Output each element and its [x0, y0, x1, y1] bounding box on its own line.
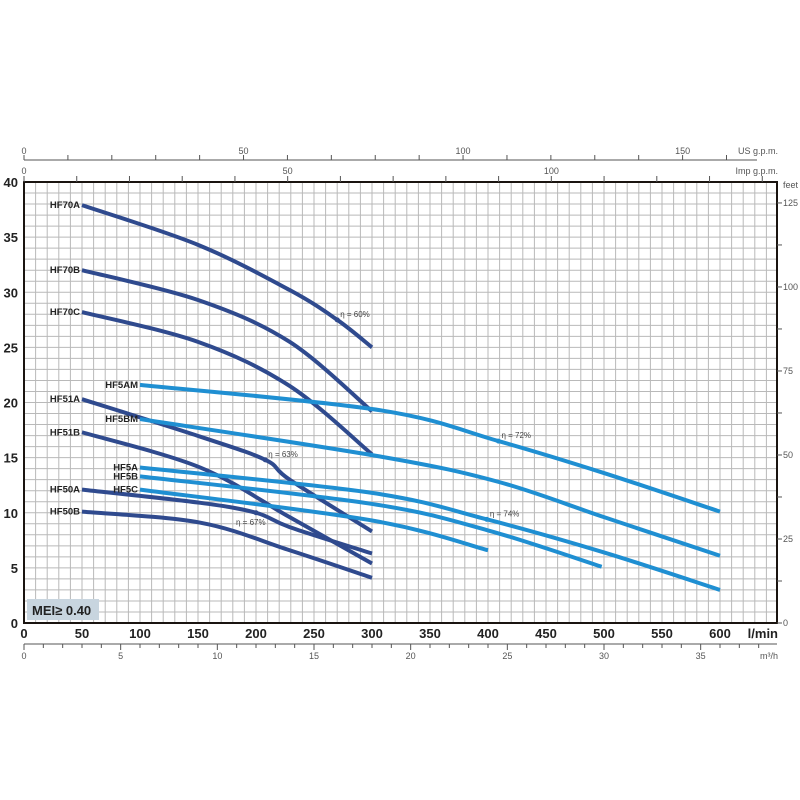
y-tick-label: 0 [11, 616, 18, 631]
annotations: η = 60% η = 63% η = 67% η = 72% η = 74% [236, 310, 531, 527]
curve-label-hf70b: HF70B [50, 265, 80, 276]
m3h-tick-label: 25 [502, 651, 512, 661]
imp-gpm-tick-label: 0 [21, 166, 26, 176]
mei-badge-text: MEI≥ 0.40 [32, 603, 91, 618]
m3h-tick-label: 5 [118, 651, 123, 661]
x-tick-label: 400 [477, 626, 499, 641]
feet-tick-label: 50 [783, 450, 793, 460]
curve-label-hf5bm: HF5BM [105, 414, 138, 425]
grid [24, 182, 777, 623]
feet-tick-label: 125 [783, 198, 798, 208]
curve-label-hf51a: HF51A [50, 394, 80, 405]
us-gpm-axis-label: US g.p.m. [738, 146, 778, 156]
us-gpm-tick-label: 50 [239, 146, 249, 156]
efficiency-point [253, 510, 259, 516]
m3h-tick-label: 30 [599, 651, 609, 661]
efficiency-point [262, 457, 268, 463]
efficiency-point [334, 317, 340, 323]
x-tick-label: 250 [303, 626, 325, 641]
imp-gpm-tick-label: 50 [283, 166, 293, 176]
m3h-tick-label: 20 [406, 651, 416, 661]
m3h-axis-label: m³/h [760, 651, 778, 661]
y-tick-label: 5 [11, 561, 18, 576]
m3h-tick-label: 15 [309, 651, 319, 661]
m3h-tick-label: 35 [696, 651, 706, 661]
x-tick-label: 550 [651, 626, 673, 641]
x-tick-label: 150 [187, 626, 209, 641]
curve-label-hf70a: HF70A [50, 200, 80, 211]
feet-tick-label: 0 [783, 618, 788, 628]
curve-hf5c [139, 487, 489, 553]
x-tick-label: 350 [419, 626, 441, 641]
efficiency-label: η = 63% [268, 450, 298, 459]
x-tick-label: 500 [593, 626, 615, 641]
feet-tick-label: 100 [783, 282, 798, 292]
x-tick-label: 300 [361, 626, 383, 641]
curve-hf5bm [139, 417, 721, 558]
curve-hf5b [139, 474, 603, 569]
us-gpm-tick-label: 0 [21, 146, 26, 156]
curve-hf70b [81, 268, 374, 413]
m3h-tick-label: 10 [212, 651, 222, 661]
x-tick-label: 50 [75, 626, 89, 641]
y-tick-label: 35 [4, 230, 18, 245]
curves: HF70A HF70B HF70C HF51A HF51B HF50A HF50B HF5AM… [50, 200, 721, 592]
curve-label-hf51b: HF51B [50, 427, 80, 438]
us-gpm-tick-label: 100 [456, 146, 471, 156]
x-tick-label: 200 [245, 626, 267, 641]
curve-label-hf5b: HF5B [113, 471, 138, 482]
imp-gpm-axis-label: Imp g.p.m. [735, 166, 778, 176]
x-tick-label: 100 [129, 626, 151, 641]
curve-label-hf5a: HF5A [113, 463, 138, 474]
efficiency-label: η = 74% [490, 509, 520, 518]
y-tick-label: 10 [4, 506, 18, 521]
plot-frame [23, 181, 778, 624]
x-tick-label: 0 [20, 626, 27, 641]
curve-label-hf50a: HF50A [50, 485, 80, 496]
feet-tick-label: 25 [783, 534, 793, 544]
efficiency-point [495, 438, 501, 444]
x-axis-label: l/min [748, 626, 778, 641]
x-tick-label: 450 [535, 626, 557, 641]
y-tick-label: 30 [4, 285, 18, 300]
imp-gpm-tick-label: 100 [544, 166, 559, 176]
curve-label-hf5c: HF5C [113, 485, 138, 496]
efficiency-label: η = 60% [340, 310, 370, 319]
y-tick-label: 40 [4, 175, 18, 190]
efficiency-label: η = 67% [236, 518, 266, 527]
us-gpm-tick-label: 150 [675, 146, 690, 156]
mei-badge: MEI≥ 0.40 [27, 599, 99, 620]
y-tick-label: 20 [4, 396, 18, 411]
curve-label-hf70c: HF70C [50, 307, 80, 318]
m3h-tick-label: 0 [21, 651, 26, 661]
y-tick-label: 25 [4, 340, 18, 355]
curve-label-hf5am: HF5AM [105, 380, 138, 391]
y-tick-label: 15 [4, 451, 18, 466]
curve-label-hf50b: HF50B [50, 507, 80, 518]
curve-hf5am [139, 382, 721, 514]
curve-hf70c [81, 310, 374, 456]
feet-tick-label: 75 [783, 366, 793, 376]
curve-hf70a [81, 203, 374, 349]
curve-hf5a [139, 465, 721, 592]
x-tick-label: 600 [709, 626, 731, 641]
efficiency-point [484, 516, 490, 522]
curve-hf50b [81, 509, 373, 580]
feet-axis-label: feet [783, 180, 799, 190]
efficiency-label: η = 72% [501, 431, 531, 440]
